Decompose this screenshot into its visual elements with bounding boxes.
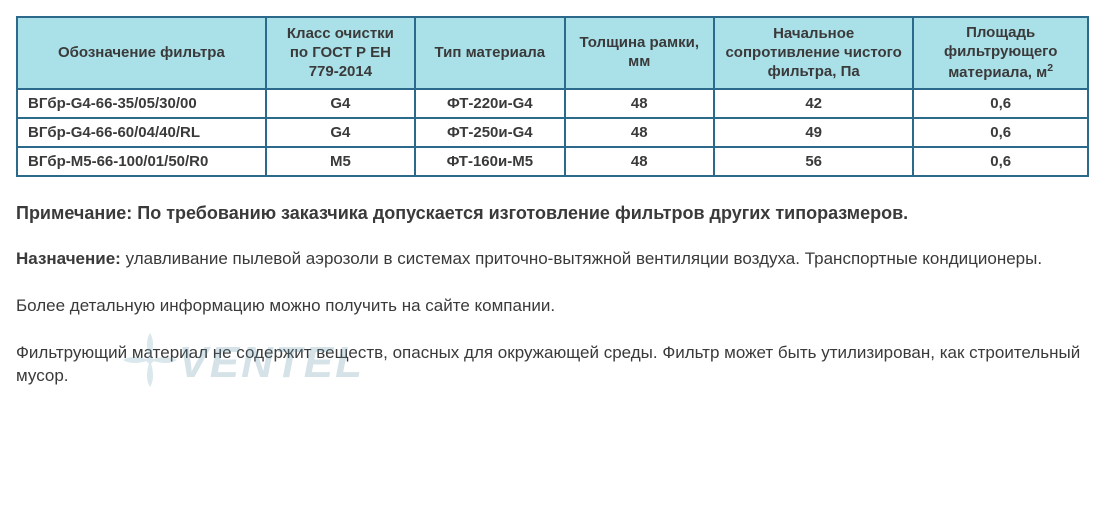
filter-table: Обозначение фильтра Класс очистки по ГОС… [16, 16, 1089, 177]
table-cell: ВГбр-G4-66-60/04/40/RL [17, 118, 266, 147]
table-cell: ВГбр-M5-66-100/01/50/R0 [17, 147, 266, 176]
table-header-row: Обозначение фильтра Класс очистки по ГОС… [17, 17, 1088, 89]
table-row: ВГбр-G4-66-35/05/30/00 G4 ФТ-220и-G4 48 … [17, 89, 1088, 118]
col-header: Начальное сопротивление чистого фильтра,… [714, 17, 913, 89]
col-header-label: Обозначение фильтра [58, 44, 225, 61]
table-cell: 0,6 [913, 147, 1088, 176]
col-header-label: Класс очистки по ГОСТ Р ЕН 779-2014 [287, 25, 394, 80]
table-cell: 0,6 [913, 89, 1088, 118]
col-header: Площадь фильтрующего материала, м2 [913, 17, 1088, 89]
table-cell: G4 [266, 118, 415, 147]
table-cell: G4 [266, 89, 415, 118]
table-cell: ФТ-250и-G4 [415, 118, 565, 147]
col-header: Класс очистки по ГОСТ Р ЕН 779-2014 [266, 17, 415, 89]
purpose-text: улавливание пылевой аэрозоли в системах … [121, 249, 1042, 268]
table-cell: 42 [714, 89, 913, 118]
table-row: ВГбр-M5-66-100/01/50/R0 M5 ФТ-160и-M5 48… [17, 147, 1088, 176]
table-cell: ФТ-160и-M5 [415, 147, 565, 176]
table-cell: 49 [714, 118, 913, 147]
col-header: Обозначение фильтра [17, 17, 266, 89]
col-header-label: Площадь фильтрующего материала, м2 [944, 24, 1057, 81]
table-cell: 0,6 [913, 118, 1088, 147]
col-header-label: Тип материала [435, 44, 546, 61]
table-cell: M5 [266, 147, 415, 176]
table-row: ВГбр-G4-66-60/04/40/RL G4 ФТ-250и-G4 48 … [17, 118, 1088, 147]
table-cell: 48 [565, 118, 714, 147]
col-header: Толщина рамки, мм [565, 17, 714, 89]
material-paragraph: Фильтрующий материал не содержит веществ… [16, 342, 1089, 388]
table-cell: 48 [565, 147, 714, 176]
col-header-label: Начальное сопротивление чистого фильтра,… [725, 25, 901, 80]
info-paragraph: Более детальную информацию можно получит… [16, 295, 1089, 318]
table-cell: ВГбр-G4-66-35/05/30/00 [17, 89, 266, 118]
purpose-label: Назначение: [16, 249, 121, 268]
note-text: Примечание: По требованию заказчика допу… [16, 203, 1089, 224]
table-cell: 56 [714, 147, 913, 176]
table-cell: 48 [565, 89, 714, 118]
col-header: Тип материала [415, 17, 565, 89]
purpose-paragraph: Назначение: улавливание пылевой аэрозоли… [16, 248, 1089, 271]
table-cell: ФТ-220и-G4 [415, 89, 565, 118]
col-header-label: Толщина рамки, мм [580, 34, 699, 70]
